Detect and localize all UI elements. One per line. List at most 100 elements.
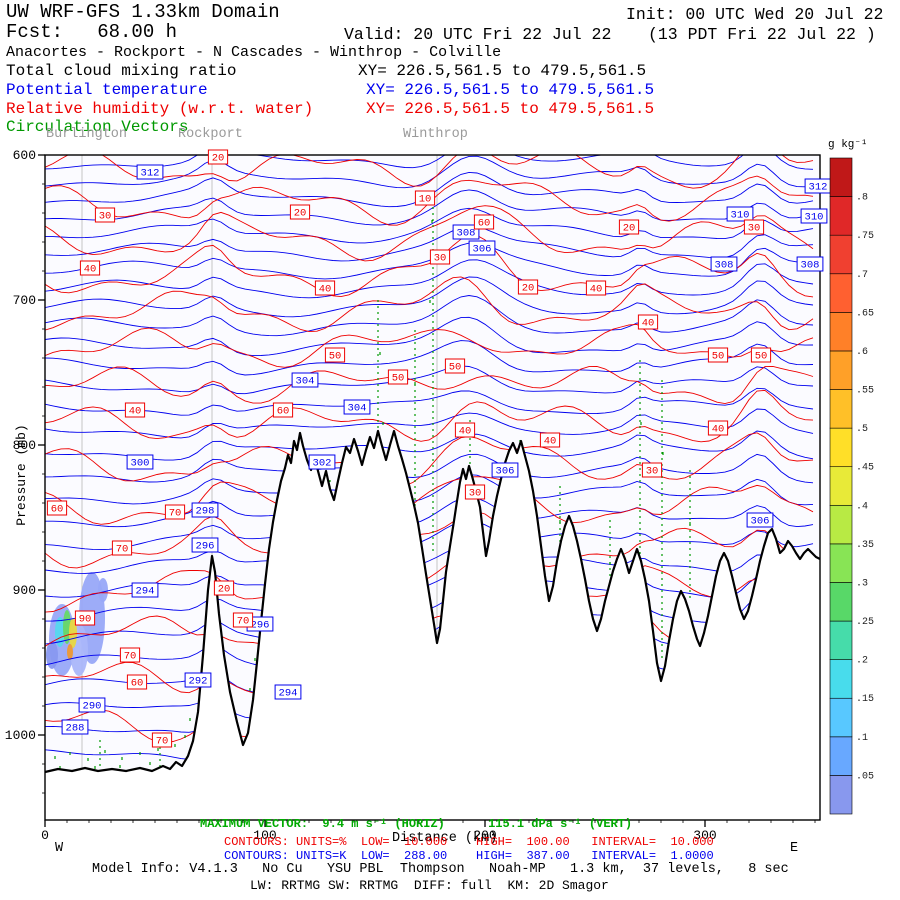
svg-text:50: 50 — [755, 351, 768, 363]
svg-text:292: 292 — [189, 676, 208, 688]
svg-text:.6: .6 — [856, 347, 868, 358]
svg-text:312: 312 — [141, 168, 160, 180]
svg-text:60: 60 — [277, 406, 290, 418]
svg-text:.15: .15 — [856, 694, 874, 705]
svg-text:40: 40 — [319, 284, 332, 296]
init-time: Init: 00 UTC Wed 20 Jul 22 — [626, 5, 884, 24]
svg-text:60: 60 — [478, 218, 491, 230]
svg-text:1000: 1000 — [5, 728, 36, 743]
field-theta-label: Potential temperature — [6, 81, 208, 99]
svg-text:290: 290 — [83, 701, 102, 713]
field-cloud-label: Total cloud mixing ratio — [6, 62, 237, 80]
svg-text:20: 20 — [212, 153, 225, 165]
svg-text:.3: .3 — [856, 578, 868, 589]
svg-text:70: 70 — [116, 544, 129, 556]
field-vectors-label: Circulation Vectors — [6, 118, 189, 136]
svg-text:294: 294 — [279, 688, 298, 700]
svg-text:20: 20 — [623, 223, 636, 235]
svg-text:70: 70 — [156, 736, 169, 748]
svg-text:70: 70 — [237, 616, 250, 628]
svg-text:90: 90 — [79, 614, 92, 626]
svg-text:30: 30 — [469, 488, 482, 500]
svg-text:50: 50 — [392, 373, 405, 385]
svg-text:40: 40 — [129, 406, 142, 418]
svg-text:10: 10 — [419, 194, 432, 206]
terrain-fill — [45, 431, 820, 820]
svg-text:700: 700 — [13, 293, 36, 308]
svg-text:294: 294 — [136, 586, 155, 598]
plot-frame — [44, 154, 821, 821]
colorbar: .05 .1 .15 .2 .25 .3 .35 .4 .45 .5 .55 .6 .65 .7 .75 .8… — [828, 139, 874, 815]
svg-text:60: 60 — [51, 504, 64, 516]
physics-info: LW: RRTMG SW: RRTMG DIFF: full KM: 2D Sm… — [250, 878, 609, 893]
svg-text:.2: .2 — [856, 656, 868, 667]
svg-text:.4: .4 — [856, 501, 868, 512]
svg-text:308: 308 — [801, 260, 820, 272]
city-label-burlington: Burlington — [46, 127, 128, 142]
svg-text:200: 200 — [473, 828, 496, 843]
svg-text:312: 312 — [809, 182, 828, 194]
city-label-rockport: Rockport — [178, 127, 243, 142]
svg-text:30: 30 — [99, 211, 112, 223]
valid-time: Valid: 20 UTC Fri 22 Jul 22 — [344, 25, 612, 44]
rh-contour-spec: CONTOURS: UNITS=% LOW= 10.000 HIGH= 100.… — [224, 835, 714, 849]
svg-text:300: 300 — [131, 458, 150, 470]
svg-text:288: 288 — [66, 723, 85, 735]
svg-text:40: 40 — [642, 318, 655, 330]
forecast-hour: Fcst: 68.00 h — [6, 21, 178, 43]
svg-text:304: 304 — [296, 376, 315, 388]
svg-text:306: 306 — [473, 244, 492, 256]
svg-text:.7: .7 — [856, 270, 868, 281]
svg-text:50: 50 — [329, 351, 342, 363]
svg-text:.05: .05 — [856, 771, 874, 782]
svg-text:70: 70 — [169, 508, 182, 520]
svg-text:.65: .65 — [856, 308, 874, 319]
city-label-winthrop: Winthrop — [403, 127, 468, 142]
svg-text:20: 20 — [218, 584, 231, 596]
svg-text:30: 30 — [434, 253, 447, 265]
x-axis-label: Distance (km) — [392, 831, 498, 846]
field-rh-label: Relative humidity (w.r.t. water) — [6, 100, 314, 118]
svg-text:304: 304 — [348, 403, 367, 415]
svg-text:600: 600 — [13, 148, 36, 163]
svg-text:40: 40 — [544, 436, 557, 448]
svg-text:298: 298 — [196, 506, 215, 518]
svg-text:60: 60 — [131, 678, 144, 690]
svg-text:.5: .5 — [856, 424, 868, 435]
colorbar-units: g kg⁻¹ — [828, 139, 868, 151]
svg-text:.45: .45 — [856, 463, 874, 474]
svg-text:.25: .25 — [856, 617, 874, 628]
svg-text:70: 70 — [124, 651, 137, 663]
valid-time-local: (13 PDT Fri 22 Jul 22 ) — [648, 25, 876, 44]
model-title: UW WRF-GFS 1.33km Domain — [6, 1, 280, 23]
east-marker: E — [790, 841, 799, 856]
svg-text:300: 300 — [693, 828, 716, 843]
svg-text:.75: .75 — [856, 231, 874, 242]
svg-text:308: 308 — [457, 228, 476, 240]
svg-text:0: 0 — [41, 828, 49, 843]
svg-text:310: 310 — [731, 210, 750, 222]
svg-text:900: 900 — [13, 583, 36, 598]
field-theta-xy: XY= 226.5,561.5 to 479.5,561.5 — [366, 81, 655, 99]
west-marker: W — [55, 841, 64, 856]
section-path: Anacortes - Rockport - N Cascades - Wint… — [6, 44, 502, 61]
svg-text:40: 40 — [712, 424, 725, 436]
theta-contour-spec: CONTOURS: UNITS=K LOW= 288.00 HIGH= 387.… — [224, 849, 714, 863]
svg-text:308: 308 — [715, 260, 734, 272]
svg-text:296: 296 — [196, 541, 215, 553]
svg-text:50: 50 — [712, 351, 725, 363]
svg-text:306: 306 — [751, 516, 770, 528]
model-info: Model Info: V4.1.3 No Cu YSU PBL Thompso… — [92, 862, 789, 877]
svg-text:.8: .8 — [856, 193, 868, 204]
svg-text:.35: .35 — [856, 540, 874, 551]
svg-text:30: 30 — [748, 223, 761, 235]
svg-text:30: 30 — [646, 466, 659, 478]
svg-text:40: 40 — [459, 426, 472, 438]
svg-text:100: 100 — [253, 828, 276, 843]
svg-text:40: 40 — [84, 264, 97, 276]
max-vector-info: MAXIMUM VECTOR: 9.4 m s⁻¹ (HORIZ) 115.1 … — [200, 817, 633, 831]
svg-text:20: 20 — [294, 208, 307, 220]
field-cloud-xy: XY= 226.5,561.5 to 479.5,561.5 — [358, 62, 647, 80]
